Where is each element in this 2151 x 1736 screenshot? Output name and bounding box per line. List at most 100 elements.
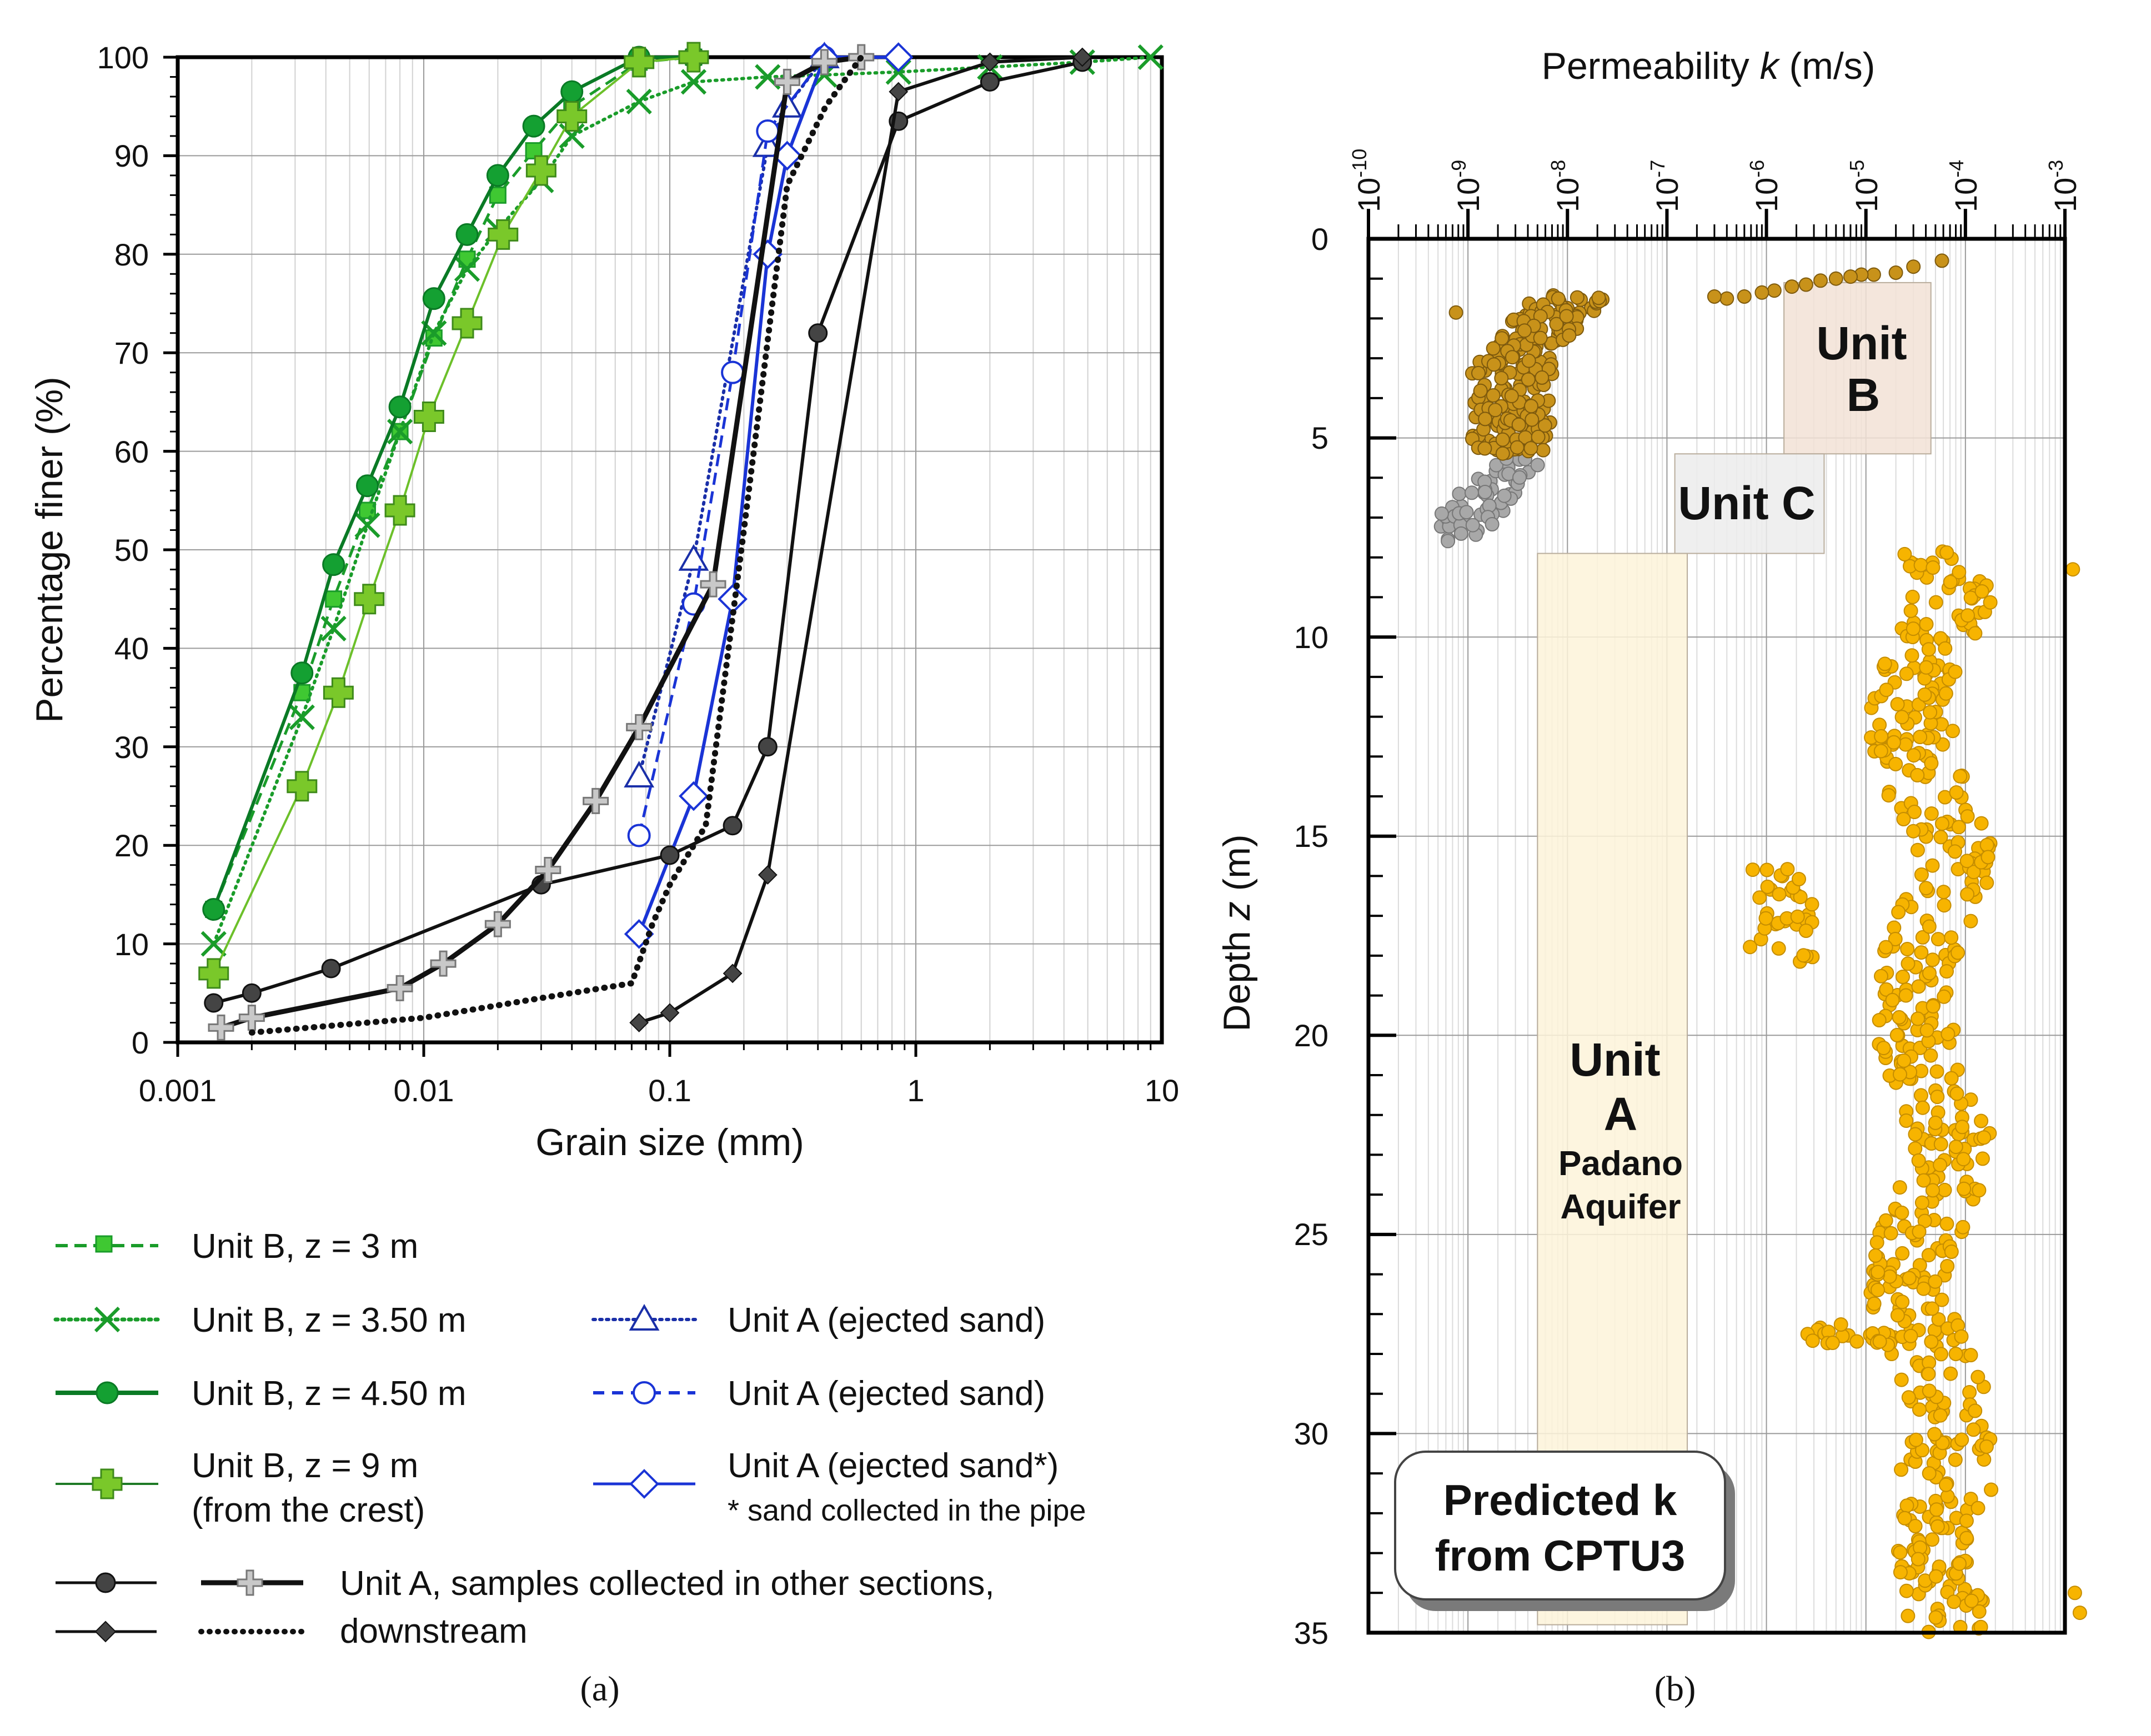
b-point bbox=[1948, 1347, 1963, 1361]
b-point bbox=[1892, 1010, 1907, 1025]
b-point bbox=[1963, 1348, 1978, 1363]
b-point bbox=[1899, 1583, 1914, 1598]
b-point bbox=[1796, 948, 1811, 963]
b-point bbox=[1893, 1565, 1908, 1580]
a-point bbox=[287, 771, 318, 802]
a-point bbox=[355, 474, 379, 498]
b-point bbox=[1934, 253, 1949, 268]
b-point bbox=[1895, 1295, 1910, 1309]
b-point bbox=[1485, 517, 1500, 531]
b-point bbox=[1961, 608, 1975, 623]
b-point bbox=[1931, 932, 1946, 947]
b-point bbox=[1923, 1048, 1938, 1063]
b-point bbox=[1901, 956, 1916, 971]
b-point bbox=[1471, 365, 1486, 380]
b-point bbox=[1947, 1594, 1962, 1609]
b-point bbox=[1962, 1385, 1977, 1399]
b-point bbox=[1883, 1226, 1898, 1241]
b-point bbox=[1907, 805, 1922, 819]
a-point bbox=[290, 661, 314, 685]
chart-a: 0.001 0.01 0.1 1 10 0 10 20 30 40 50 60 … bbox=[28, 40, 1179, 1708]
b-point bbox=[1866, 267, 1881, 282]
b-point bbox=[1911, 979, 1926, 994]
b-unit-boxes bbox=[1537, 282, 1932, 1625]
b-title-text: Permeability bbox=[1542, 45, 1760, 87]
b-point bbox=[1892, 1180, 1907, 1195]
b-point bbox=[1477, 441, 1492, 456]
b-point bbox=[1902, 1271, 1917, 1286]
b-point bbox=[1780, 862, 1795, 877]
a-point bbox=[387, 975, 413, 1001]
b-point bbox=[1919, 660, 1934, 675]
b-point bbox=[1957, 1181, 1972, 1196]
b-point bbox=[1964, 1593, 1979, 1608]
b-point bbox=[1798, 924, 1813, 938]
b-point bbox=[1974, 584, 1989, 599]
b-title-var: k bbox=[1760, 45, 1781, 87]
b-point bbox=[1911, 1552, 1926, 1567]
unit-box bbox=[1537, 553, 1688, 1625]
a-point bbox=[1072, 47, 1092, 67]
b-point bbox=[1488, 403, 1503, 418]
b-point bbox=[1908, 1141, 1923, 1156]
a-point bbox=[238, 1005, 265, 1031]
a-point bbox=[980, 72, 1000, 92]
legend-entry: Unit A (ejected sand) bbox=[593, 1374, 1045, 1413]
b-ytick-label: 10 bbox=[1294, 620, 1328, 655]
b-point bbox=[1919, 617, 1934, 631]
a-xtick-label: 0.1 bbox=[648, 1073, 691, 1108]
b-point bbox=[1888, 756, 1903, 771]
b-point bbox=[1478, 412, 1493, 427]
b-point bbox=[1938, 686, 1953, 701]
unit-b-label: B bbox=[1847, 369, 1881, 421]
b-point bbox=[1878, 1213, 1893, 1228]
a-point bbox=[758, 737, 778, 757]
a-xtick-label: 0.01 bbox=[394, 1073, 454, 1108]
b-point bbox=[1921, 1248, 1936, 1263]
legend-label: Unit A (ejected sand*) bbox=[728, 1447, 1059, 1485]
legend-circle-marker bbox=[96, 1381, 119, 1404]
b-point bbox=[1900, 942, 1915, 956]
b-point bbox=[1943, 1366, 1958, 1381]
a-point bbox=[489, 186, 507, 204]
b-point bbox=[1878, 940, 1893, 955]
b-point bbox=[1977, 1130, 1992, 1145]
legend-entry: Unit A, samples collected in other secti… bbox=[56, 1564, 995, 1650]
a-point bbox=[454, 256, 480, 282]
b-point bbox=[1919, 881, 1934, 896]
a-point bbox=[774, 68, 800, 95]
b-point bbox=[1928, 1115, 1943, 1130]
a-ticks bbox=[163, 56, 1152, 1057]
a-point bbox=[723, 816, 743, 836]
b-ytick-label: 30 bbox=[1294, 1416, 1328, 1451]
a-point bbox=[354, 584, 385, 615]
a-point bbox=[484, 911, 511, 937]
legend-gray-plus-marker bbox=[237, 1569, 263, 1596]
b-point bbox=[1940, 1259, 1955, 1273]
b-point bbox=[1873, 744, 1888, 759]
b-point bbox=[1897, 1511, 1912, 1526]
legend-square-marker bbox=[95, 1235, 113, 1253]
a-point bbox=[627, 824, 651, 847]
b-point bbox=[1959, 1513, 1974, 1528]
b-point bbox=[1890, 697, 1905, 712]
legend-label: Unit A (ejected sand) bbox=[728, 1374, 1045, 1413]
b-point bbox=[1879, 683, 1894, 698]
a-point bbox=[455, 223, 479, 246]
b-point bbox=[1951, 945, 1966, 960]
b-point bbox=[1916, 1281, 1931, 1296]
b-point bbox=[1894, 1205, 1909, 1220]
b-point bbox=[1984, 1482, 1999, 1497]
a-series-line bbox=[637, 56, 900, 936]
a-ytick-label: 100 bbox=[97, 40, 149, 75]
b-point bbox=[1903, 1328, 1918, 1343]
legend-label: Unit A, samples collected in other secti… bbox=[340, 1564, 995, 1603]
a-ytick-label: 80 bbox=[114, 237, 149, 272]
b-point bbox=[1495, 331, 1510, 346]
b-point bbox=[1917, 687, 1932, 702]
b-point bbox=[1910, 842, 1925, 857]
b-point bbox=[1897, 546, 1912, 561]
b-points-group bbox=[1433, 253, 2087, 1639]
b-xtick-label: 10-10 bbox=[1348, 149, 1386, 212]
b-point bbox=[1914, 1195, 1929, 1210]
